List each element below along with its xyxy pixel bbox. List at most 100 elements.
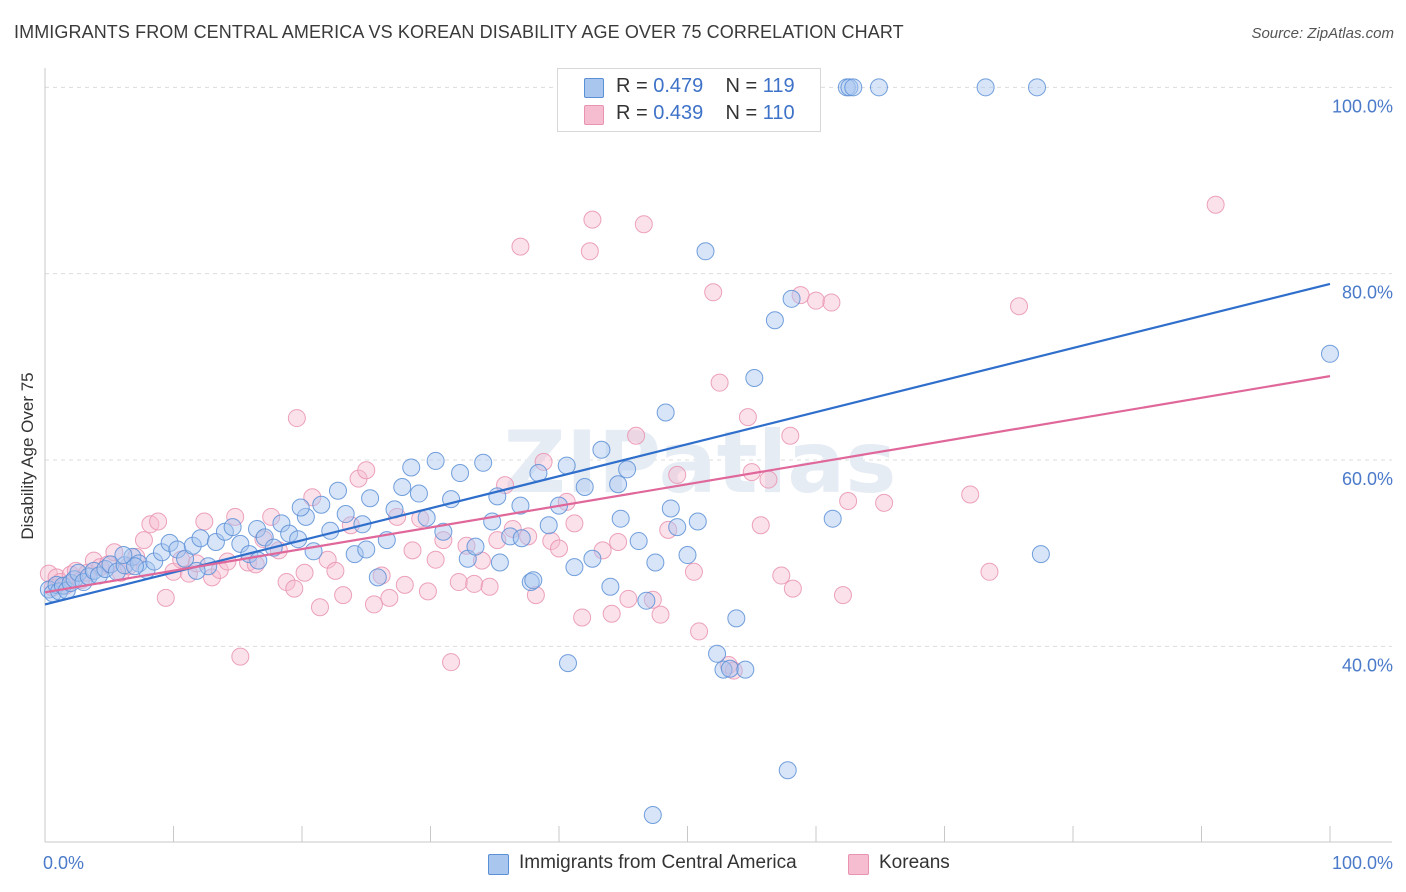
point-central-america: [152, 543, 171, 562]
point-koreans: [690, 622, 709, 641]
point-central-america: [539, 516, 558, 535]
point-central-america: [434, 522, 453, 541]
point-central-america: [357, 540, 376, 559]
point-koreans: [875, 493, 894, 512]
trend-line-central-america: [44, 282, 1331, 606]
point-central-america: [291, 498, 310, 517]
point-koreans: [262, 507, 281, 526]
point-koreans: [573, 608, 592, 627]
point-koreans: [403, 541, 422, 560]
y-tick-label: 80.0%: [1342, 283, 1393, 303]
point-koreans: [710, 373, 729, 392]
point-central-america: [823, 509, 842, 528]
point-central-america: [168, 540, 187, 559]
legend-swatch-pink: [584, 105, 604, 125]
legend-label: Immigrants from Central America: [519, 852, 797, 873]
point-central-america: [869, 78, 888, 97]
point-central-america: [511, 496, 530, 515]
correlation-legend: R = 0.479 N = 119 R = 0.439 N = 110: [557, 68, 821, 132]
point-koreans: [1206, 195, 1225, 214]
point-koreans: [542, 532, 561, 551]
point-koreans: [602, 604, 621, 623]
point-central-america: [736, 660, 755, 679]
point-koreans: [442, 653, 461, 672]
point-koreans: [627, 426, 646, 445]
point-koreans: [738, 408, 757, 427]
y-tick-label: 100.0%: [1332, 96, 1393, 116]
point-koreans: [580, 242, 599, 261]
point-koreans: [980, 562, 999, 581]
point-central-america: [844, 78, 863, 97]
watermark-text: ZIPatlas: [504, 413, 897, 513]
chart-title: IMMIGRANTS FROM CENTRAL AMERICA VS KOREA…: [14, 22, 904, 42]
point-central-america: [280, 524, 299, 543]
point-koreans: [807, 291, 825, 310]
point-central-america: [296, 507, 315, 526]
legend-r-label: R =: [616, 75, 654, 97]
y-axis-label: Disability Age Over 75: [18, 372, 37, 539]
point-central-america: [426, 451, 445, 470]
point-central-america: [611, 509, 630, 528]
point-central-america: [345, 545, 364, 564]
axis-labels: 40.0% 60.0% 80.0% 100.0% 0.0% 100.0% Disabilit…: [18, 96, 1393, 873]
point-central-america: [688, 512, 707, 531]
point-central-america: [160, 533, 179, 552]
point-koreans: [326, 561, 345, 580]
point-koreans: [833, 586, 852, 605]
point-central-america: [490, 553, 509, 572]
point-koreans: [668, 465, 687, 484]
point-koreans: [619, 589, 638, 608]
point-central-america: [840, 78, 859, 97]
point-koreans: [609, 532, 628, 551]
legend-n-value: 110: [762, 102, 795, 124]
point-koreans: [1010, 297, 1029, 316]
point-central-america: [451, 464, 470, 483]
point-koreans: [961, 485, 980, 504]
point-central-america: [409, 484, 428, 503]
gridlines: [45, 86, 1392, 647]
point-central-america: [575, 478, 594, 497]
point-koreans: [156, 588, 175, 607]
point-central-america: [125, 557, 144, 576]
point-koreans: [457, 536, 476, 555]
point-central-america: [69, 563, 88, 582]
point-central-america: [782, 289, 801, 308]
point-koreans: [287, 409, 306, 428]
point-central-america: [727, 609, 746, 628]
point-central-america: [678, 546, 697, 565]
point-central-america: [765, 311, 784, 330]
point-central-america: [255, 528, 274, 547]
point-central-america: [1028, 78, 1047, 97]
point-central-america: [643, 805, 662, 824]
trend-lines: [44, 282, 1331, 606]
point-central-america: [668, 518, 687, 537]
point-central-america: [368, 568, 387, 587]
point-koreans: [822, 293, 841, 312]
legend-n-label: N =: [725, 75, 763, 97]
point-central-america: [637, 591, 656, 610]
point-koreans: [195, 512, 214, 531]
point-central-america: [1031, 545, 1050, 564]
point-central-america: [601, 577, 620, 596]
point-central-america: [708, 644, 727, 663]
point-central-america: [745, 369, 764, 388]
watermark: ZIPatlas: [504, 413, 897, 513]
point-koreans: [303, 488, 322, 507]
point-koreans: [334, 586, 353, 605]
point-central-america: [629, 532, 648, 551]
y-tick-label: 40.0%: [1342, 655, 1393, 675]
point-koreans: [781, 426, 800, 445]
point-koreans: [426, 550, 445, 569]
x-tick-label: 100.0%: [1332, 853, 1393, 873]
legend-swatch-blue: [488, 854, 509, 875]
legend-n-value: 119: [762, 75, 795, 97]
series-legend: Immigrants from Central America Koreans: [0, 852, 1406, 878]
point-koreans: [277, 573, 296, 592]
point-central-america: [183, 536, 202, 555]
point-koreans: [480, 577, 499, 596]
point-central-america: [474, 453, 493, 472]
point-koreans: [449, 573, 468, 592]
legend-swatch-pink: [848, 854, 869, 875]
point-central-america: [145, 552, 164, 571]
